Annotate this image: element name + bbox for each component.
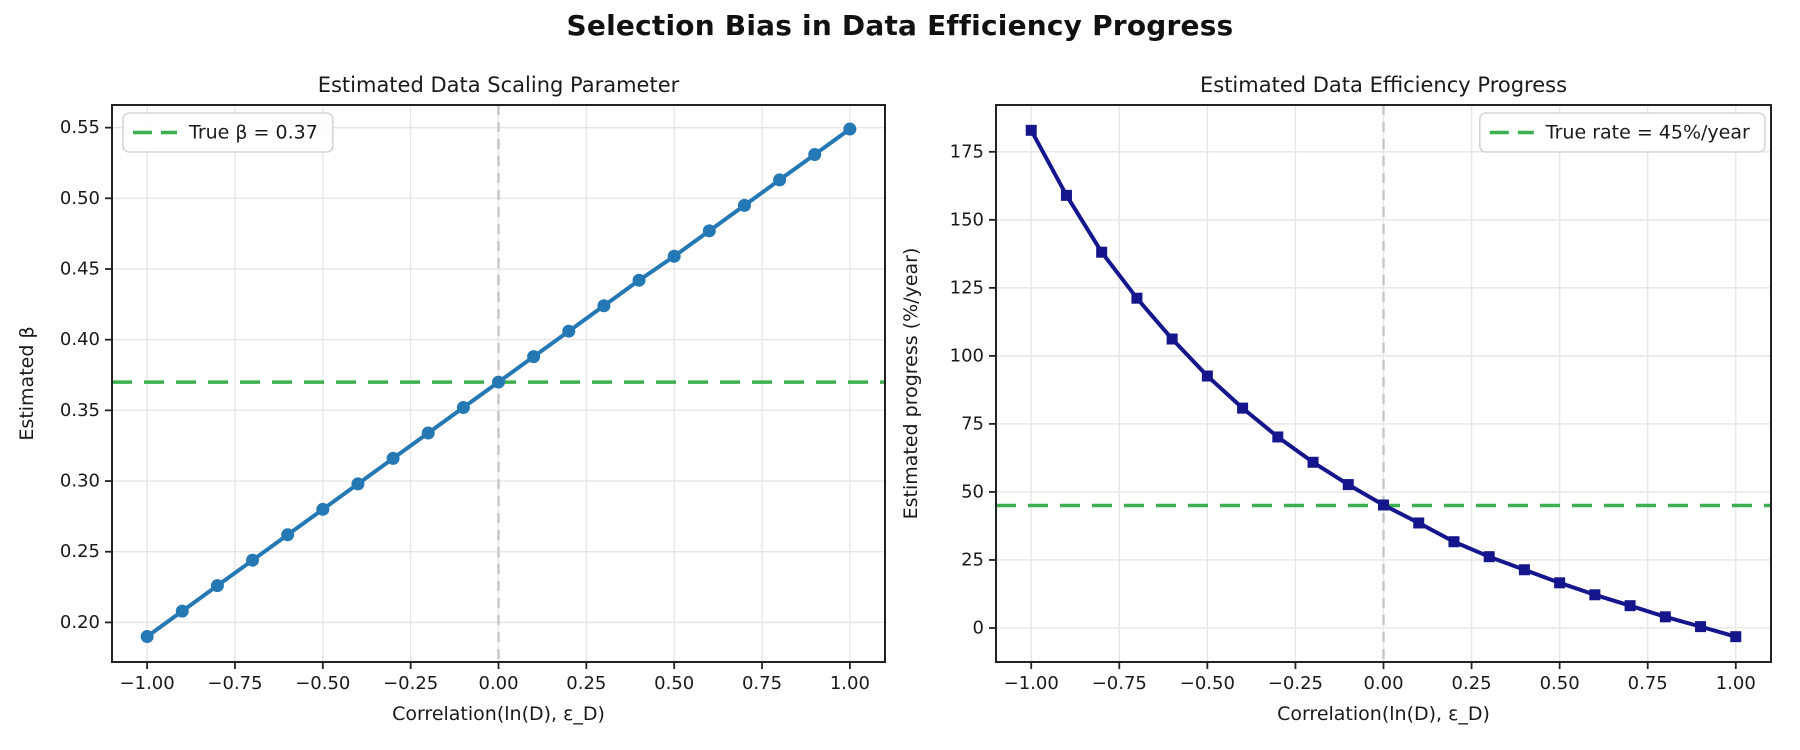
estimated-progress-marker (1060, 189, 1072, 201)
estimated-progress-marker (1096, 246, 1108, 258)
estimated-beta-marker (492, 375, 505, 389)
y-tick-label: 0.45 (60, 258, 100, 279)
x-tick-label: 0.25 (566, 673, 606, 694)
estimated-progress-marker (1378, 499, 1389, 511)
x-tick-label: 0.00 (478, 673, 518, 694)
estimated-progress-marker (1272, 431, 1284, 443)
y-tick-label: 0.20 (60, 612, 100, 633)
x-tick-label: 0.50 (654, 673, 694, 694)
y-tick-label: 0.35 (60, 400, 100, 421)
x-tick-label: 0.75 (1628, 673, 1668, 694)
legend-label: True rate = 45%/year (1545, 122, 1750, 144)
y-tick-label: 0.55 (60, 117, 100, 138)
y-axis-label: Estimated progress (%/year) (900, 248, 922, 520)
estimated-beta-marker (281, 528, 295, 542)
estimated-beta-marker (527, 350, 541, 364)
y-tick-label: 75 (961, 413, 984, 434)
x-tick-label: −1.00 (120, 673, 175, 694)
estimated-beta-marker (667, 249, 681, 263)
estimated-progress-marker (1166, 333, 1178, 345)
figure-title: Selection Bias in Data Efficiency Progre… (566, 9, 1234, 42)
efficiency-progress-legend: True rate = 45%/year (1479, 112, 1766, 153)
x-axis-label: Correlation(ln(D), ε_D) (392, 703, 605, 725)
estimated-progress-marker (1659, 611, 1671, 623)
plot-title: Estimated Data Efficiency Progress (1200, 73, 1567, 97)
estimated-progress-marker (1342, 479, 1354, 491)
y-tick-label: 0 (973, 617, 984, 638)
x-tick-label: 0.50 (1540, 673, 1580, 694)
estimated-progress-marker (1518, 564, 1530, 576)
legend-label: True β = 0.37 (188, 122, 318, 144)
x-tick-label: −0.50 (1180, 673, 1235, 694)
estimated-progress-marker (1695, 621, 1707, 633)
x-tick-label: 0.00 (1363, 673, 1403, 694)
estimated-beta-marker (597, 299, 611, 313)
estimated-progress-marker (1413, 517, 1425, 529)
estimated-beta-marker (632, 273, 646, 287)
x-tick-label: 0.75 (742, 673, 782, 694)
estimated-beta-marker (316, 502, 330, 516)
x-tick-label: −0.75 (1092, 673, 1147, 694)
estimated-beta-marker (175, 604, 189, 618)
estimated-beta-marker (351, 477, 365, 491)
estimated-progress-marker (1448, 536, 1460, 548)
estimated-beta-marker (421, 426, 435, 440)
y-tick-label: 100 (950, 345, 984, 366)
estimated-progress-marker (1307, 456, 1319, 468)
estimated-progress-marker (1131, 292, 1143, 304)
y-tick-label: 175 (950, 141, 984, 162)
estimated-beta-marker (737, 198, 751, 212)
estimated-progress-marker (1483, 551, 1495, 563)
plot-title: Estimated Data Scaling Parameter (318, 73, 680, 97)
estimated-progress-marker (1589, 589, 1601, 601)
estimated-beta-marker (562, 324, 576, 338)
scaling-parameter-plot: −1.00 −0.75 −0.50 −0.25 0.00 0.25 0.50 0.75 1.00… (16, 73, 886, 725)
y-tick-label: 125 (950, 277, 984, 298)
y-tick-label: 0.30 (60, 471, 100, 492)
estimated-beta-marker (140, 630, 154, 644)
estimated-beta-marker (808, 147, 822, 161)
x-tick-label: −0.25 (1268, 673, 1323, 694)
estimated-beta-marker (386, 451, 400, 465)
legend-box (122, 112, 334, 153)
y-tick-label: 50 (961, 481, 984, 502)
estimated-beta-marker (702, 224, 716, 238)
y-tick-label: 25 (961, 549, 984, 570)
estimated-beta-marker (773, 173, 787, 187)
estimated-beta-marker (843, 122, 857, 136)
estimated-progress-marker (1201, 370, 1213, 382)
efficiency-progress-plot: −1.00 −0.75 −0.50 −0.25 0.00 0.25 0.50 0.75 1.00… (900, 73, 1772, 725)
y-tick-label: 0.50 (60, 188, 100, 209)
y-tick-label: 0.25 (60, 541, 100, 562)
x-tick-label: 1.00 (830, 673, 870, 694)
x-axis-label: Correlation(ln(D), ε_D) (1277, 703, 1490, 725)
estimated-beta-marker (210, 579, 224, 593)
scaling-parameter-legend: True β = 0.37 (122, 112, 334, 153)
estimated-progress-marker (1025, 124, 1037, 136)
legend-box (1479, 112, 1766, 153)
y-tick-label: 150 (950, 209, 984, 230)
x-tick-label: −0.25 (383, 673, 438, 694)
y-axis-label: Estimated β (16, 326, 38, 440)
estimated-progress-marker (1730, 631, 1742, 643)
x-tick-label: −1.00 (1004, 673, 1059, 694)
estimated-progress-marker (1624, 600, 1636, 612)
estimated-beta-marker (246, 553, 260, 567)
x-tick-label: 0.25 (1452, 673, 1492, 694)
y-tick-label: 0.40 (60, 329, 100, 350)
x-tick-label: −0.50 (295, 673, 350, 694)
estimated-progress-marker (1554, 577, 1566, 589)
x-tick-label: 1.00 (1716, 673, 1756, 694)
estimated-progress-marker (1237, 402, 1249, 414)
x-tick-label: −0.75 (207, 673, 262, 694)
estimated-beta-marker (456, 401, 470, 415)
